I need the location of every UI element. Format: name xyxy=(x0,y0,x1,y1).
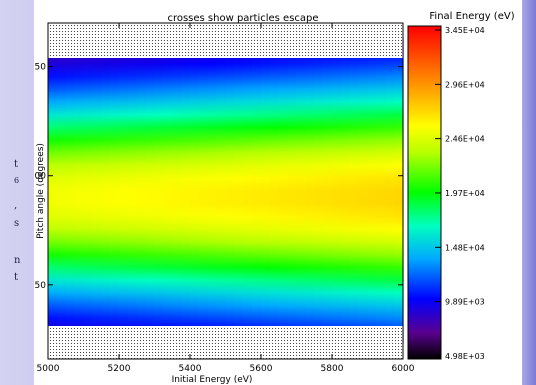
heatmap-strip xyxy=(92,38,102,344)
heatmap-strip xyxy=(243,38,253,344)
heatmap-strip xyxy=(394,38,404,344)
heatmap-strip xyxy=(56,38,67,344)
x-tick-label: 5400 xyxy=(179,364,202,374)
heatmap-strip xyxy=(101,38,111,344)
heatmap-strip xyxy=(172,38,182,344)
heatmap-strip xyxy=(349,38,360,344)
y-tick-label: 100 xyxy=(34,172,46,182)
heatmap-strip xyxy=(340,38,351,344)
x-tick-label: 6000 xyxy=(392,364,415,374)
heatmap-strip xyxy=(287,38,298,344)
heatmap-strip xyxy=(367,38,377,344)
x-tick-label: 5200 xyxy=(108,364,131,374)
heatmap-strip xyxy=(48,38,58,344)
page-text-fragment: , xyxy=(14,200,18,211)
colorbar-tick-label: 9.89E+03 xyxy=(445,298,485,307)
x-tick-label: 5000 xyxy=(37,364,60,374)
heatmap-strip xyxy=(74,38,85,344)
heatmap-strip xyxy=(252,38,262,344)
x-tick-label: 5800 xyxy=(321,364,344,374)
colorbar-tick-label: 3.45E+04 xyxy=(445,26,485,35)
heatmap-strip xyxy=(269,38,280,344)
heatmap-strip xyxy=(323,38,333,344)
page-text-fragment: 6 xyxy=(14,176,20,185)
heatmap-strip xyxy=(145,38,156,344)
heatmap-strip xyxy=(163,38,173,344)
heatmap-surface xyxy=(48,38,404,344)
y-tick-label: 150 xyxy=(34,63,46,73)
heatmap-strip xyxy=(83,38,93,344)
heatmap-strip xyxy=(207,38,218,344)
figure-panel: 5000 5200 5400 5600 5800 6000 50 100 150 crosse… xyxy=(34,0,522,385)
plot-frame xyxy=(47,22,404,360)
heatmap-strip xyxy=(65,38,76,344)
colorbar-tick-label: 2.46E+04 xyxy=(445,135,485,144)
chart-title: crosses show particles escape xyxy=(167,13,318,24)
heatmap-strip xyxy=(181,38,191,344)
x-tick-label: 5600 xyxy=(250,364,273,374)
heatmap-strip xyxy=(198,38,209,344)
heatmap-strip xyxy=(136,38,147,344)
page-text-fragment: n xyxy=(14,255,21,266)
heatmap-strip xyxy=(305,38,315,344)
heatmap-strip xyxy=(190,38,200,344)
page-text-fragment: t xyxy=(14,159,19,170)
heatmap-strip xyxy=(314,38,324,344)
heatmap-strip xyxy=(154,38,164,344)
y-axis-label: Pitch angle (degrees) xyxy=(36,143,46,239)
heatmap-strip xyxy=(278,38,289,344)
colorbar-tick-label: 4.98E+03 xyxy=(445,352,485,361)
colorbar-ticks: 3.45E+04 2.96E+04 2.46E+04 1.97E+04 1.48E+04… xyxy=(435,26,485,361)
heatmap-strip xyxy=(110,38,120,344)
heatmap-strip xyxy=(127,38,138,344)
colorbar-tick-label: 2.96E+04 xyxy=(445,80,485,89)
page-background-left xyxy=(0,0,40,385)
colorbar-label: Final Energy (eV) xyxy=(429,11,514,22)
heatmap-strip xyxy=(385,38,395,344)
heatmap-strip xyxy=(234,38,244,344)
heatmap-strip xyxy=(296,38,306,344)
heatmap-strip xyxy=(216,38,227,344)
x-axis-label: Initial Energy (eV) xyxy=(172,375,253,385)
colorbar-tick-label: 1.97E+04 xyxy=(445,189,485,198)
heatmap-strip xyxy=(376,38,386,344)
heatmap-strip xyxy=(332,38,342,344)
page-text-fragment: t xyxy=(14,272,19,283)
heatmap-strip xyxy=(119,38,129,344)
heatmap-chart: 5000 5200 5400 5600 5800 6000 50 100 150 crosse… xyxy=(34,11,515,385)
heatmap-strip xyxy=(358,38,369,344)
heatmap-strip xyxy=(225,38,235,344)
heatmap-strip xyxy=(261,38,271,344)
escape-region-bottom xyxy=(48,326,403,359)
y-axis-ticks: 50 100 150 xyxy=(34,63,403,291)
page-text-fragment: s xyxy=(14,218,20,229)
y-tick-label: 50 xyxy=(35,281,47,291)
x-axis-ticks: 5000 5200 5400 5600 5800 6000 xyxy=(37,23,415,374)
colorbar-tick-label: 1.48E+04 xyxy=(445,243,485,252)
page-background-right xyxy=(522,0,536,385)
escape-region-top xyxy=(48,23,403,58)
